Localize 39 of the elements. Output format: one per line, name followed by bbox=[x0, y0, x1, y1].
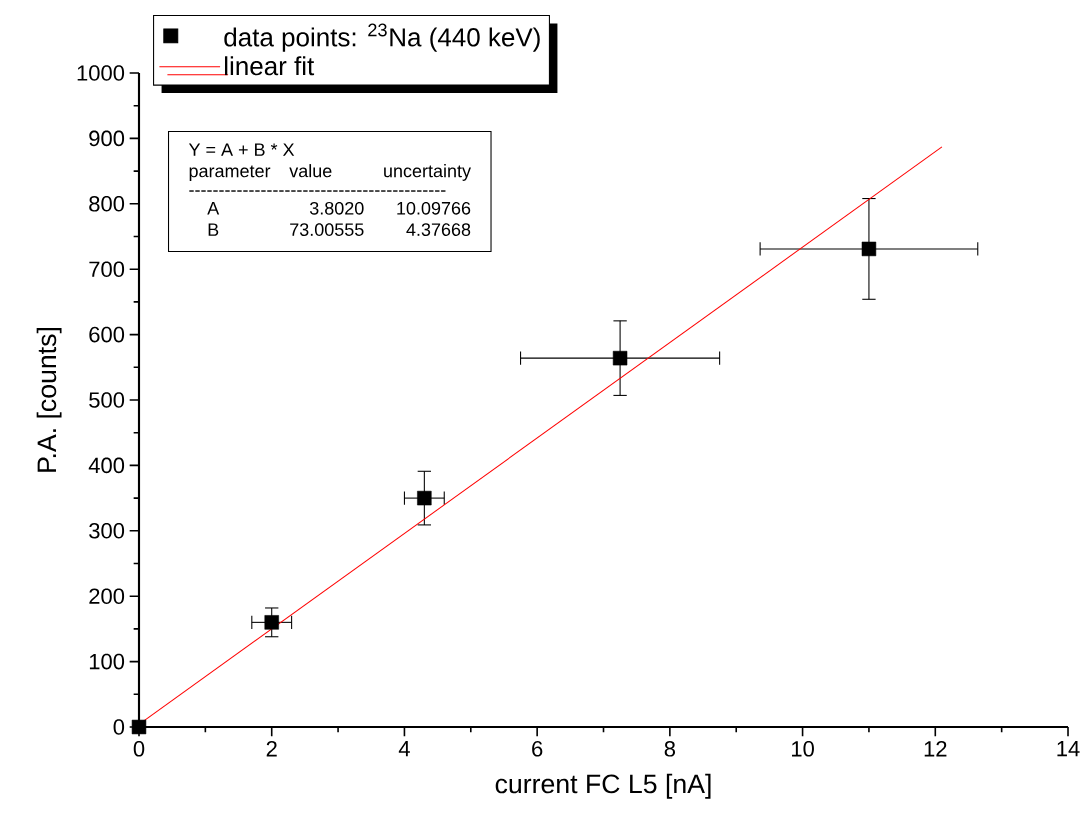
point bbox=[264, 615, 279, 630]
annotation: parameter bbox=[189, 165, 271, 181]
annotation: Y = A + B * X bbox=[188, 143, 295, 156]
annotation: B bbox=[208, 223, 219, 236]
x-tick-label: 10 bbox=[792, 741, 814, 757]
y-tick-label: 700 bbox=[89, 261, 125, 277]
annotation: A bbox=[207, 202, 220, 215]
y-tick-label: 800 bbox=[89, 196, 125, 212]
y-tick-label: 500 bbox=[89, 392, 125, 408]
y-tick-label: 600 bbox=[89, 326, 125, 343]
point bbox=[861, 241, 877, 257]
x-tick-label: 12 bbox=[924, 741, 947, 757]
x-tick-label: 4 bbox=[398, 741, 410, 757]
annotation: 10.09766 bbox=[397, 201, 471, 215]
y-tick-label: 0 bbox=[113, 719, 125, 735]
x-tick-label: 6 bbox=[532, 741, 543, 757]
x-tick-label: 8 bbox=[664, 741, 676, 757]
annotation: 3.8020 bbox=[309, 201, 364, 215]
point bbox=[612, 350, 628, 366]
annotation: 73.00555 bbox=[290, 223, 364, 236]
annotation: 4.37668 bbox=[406, 223, 471, 236]
x-axis-title: current FC L5 [nA] bbox=[495, 773, 711, 799]
annotation: value bbox=[289, 164, 332, 178]
y-tick-label: 100 bbox=[89, 653, 125, 670]
y-tick-label: 900 bbox=[89, 130, 125, 147]
y-tick-label: 300 bbox=[89, 523, 125, 539]
annotation: ------------------------------------------- bbox=[189, 190, 446, 192]
legend-label: linear fit bbox=[225, 56, 315, 76]
y-axis-title: P.A. [counts] bbox=[36, 328, 62, 472]
point bbox=[417, 490, 432, 506]
y-tick-label: 400 bbox=[88, 457, 125, 474]
y-tick-label: 200 bbox=[89, 588, 125, 604]
y-tick-label: 1000 bbox=[77, 65, 125, 81]
point bbox=[131, 719, 147, 735]
annotation: uncertainty bbox=[384, 164, 471, 181]
x-tick-label: 0 bbox=[133, 741, 145, 757]
x-tick-label: 14 bbox=[1057, 741, 1080, 757]
x-tick-label: 2 bbox=[266, 741, 277, 757]
legend-label: data points: $^{23}$Na (440 keV) bbox=[224, 23, 540, 52]
